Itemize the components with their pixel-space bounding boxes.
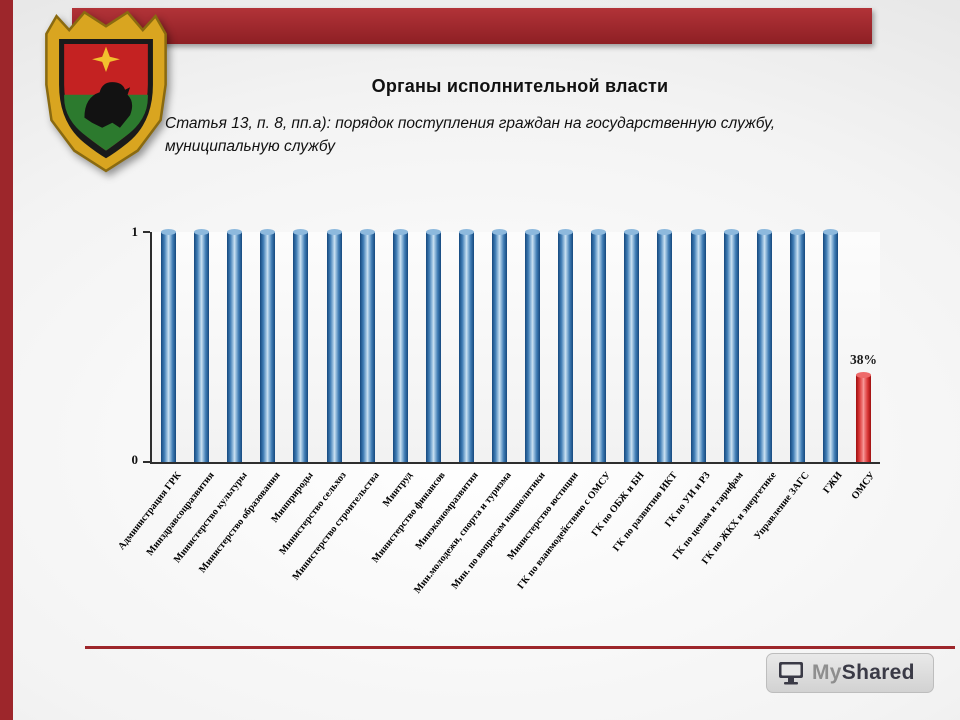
top-accent-bar <box>72 8 872 44</box>
bar-19 <box>789 229 805 462</box>
bar-2 <box>227 229 243 462</box>
subtitle-line-2: муниципальную службу <box>165 138 335 156</box>
footer-rule <box>85 646 955 649</box>
bar-0 <box>161 229 177 462</box>
logo-text: MyShared <box>812 661 915 685</box>
monitor-icon <box>777 660 805 686</box>
bar-13 <box>591 229 607 462</box>
bar-14 <box>624 229 640 462</box>
karelia-coat-of-arms-icon <box>36 6 176 176</box>
y-axis-label-1: 1 <box>131 224 139 239</box>
page-title: Органы исполнительной власти <box>371 76 669 96</box>
y-axis-label-0: 0 <box>131 452 139 467</box>
myshared-logo[interactable]: MyShared <box>766 653 934 693</box>
bar-18 <box>756 229 772 462</box>
subtitle-line-1: Статья 13, п. 8, пп.а): порядок поступле… <box>165 115 776 132</box>
bar-16 <box>690 229 706 462</box>
bar-annotation: 38% <box>849 351 877 367</box>
plot-area: 38% <box>150 229 880 464</box>
y-tick-mark-1 <box>143 231 150 233</box>
bar-7 <box>392 229 408 462</box>
bar-17 <box>723 229 739 462</box>
bar-9 <box>458 229 474 462</box>
bar-10 <box>491 229 507 462</box>
bar-15 <box>657 229 673 462</box>
bar-6 <box>359 229 375 462</box>
logo-text-my: My <box>812 661 842 684</box>
left-accent-strip <box>0 0 13 720</box>
bar-8 <box>425 229 441 462</box>
bar-11 <box>525 229 541 462</box>
bar-5 <box>326 229 342 462</box>
bar-1 <box>194 229 210 462</box>
bar-3 <box>260 229 276 462</box>
y-tick-mark-0 <box>143 461 150 463</box>
bar-21 <box>855 371 871 462</box>
bar-4 <box>293 229 309 462</box>
logo-text-shared: Shared <box>841 661 915 684</box>
bar-20 <box>822 229 838 462</box>
x-axis-labels: Администрация ГРК Минздравсоцразвития Мини… <box>116 464 878 639</box>
bar-12 <box>558 229 574 462</box>
slide-subtitle: Статья 13, п. 8, пп.а): порядок поступле… <box>165 112 935 159</box>
